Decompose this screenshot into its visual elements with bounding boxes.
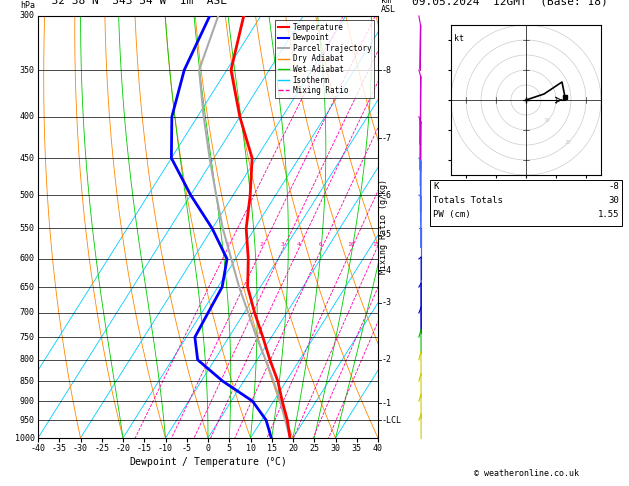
Text: 350: 350 <box>20 66 35 74</box>
Text: 30: 30 <box>608 196 619 205</box>
Text: 10: 10 <box>347 242 355 247</box>
Text: -5: -5 <box>381 230 391 239</box>
Text: Totals Totals: Totals Totals <box>433 196 503 205</box>
Text: -LCL: -LCL <box>381 416 401 425</box>
Text: 400: 400 <box>20 112 35 122</box>
Text: 1.55: 1.55 <box>598 210 619 219</box>
Text: 850: 850 <box>20 377 35 385</box>
Text: 750: 750 <box>20 332 35 342</box>
Text: -2: -2 <box>381 355 391 364</box>
Text: -8: -8 <box>381 66 391 74</box>
Text: 550: 550 <box>20 224 35 233</box>
Text: -8: -8 <box>608 182 619 191</box>
Text: 1: 1 <box>225 242 229 247</box>
Text: 10: 10 <box>543 119 550 123</box>
Text: kt: kt <box>454 34 464 43</box>
Text: 20: 20 <box>565 139 571 144</box>
Text: 600: 600 <box>20 255 35 263</box>
Text: 500: 500 <box>20 191 35 200</box>
Text: -6: -6 <box>381 191 391 200</box>
Text: 950: 950 <box>20 416 35 425</box>
Text: 15: 15 <box>372 242 380 247</box>
Text: 300: 300 <box>20 12 35 20</box>
Text: K: K <box>433 182 438 191</box>
Text: km
ASL: km ASL <box>381 0 396 14</box>
Text: 32°38'N  343°54'W  1m  ASL: 32°38'N 343°54'W 1m ASL <box>38 0 227 6</box>
Text: 450: 450 <box>20 154 35 163</box>
Text: PW (cm): PW (cm) <box>433 210 470 219</box>
Text: 09.05.2024  12GMT  (Base: 18): 09.05.2024 12GMT (Base: 18) <box>412 0 608 6</box>
Text: hPa: hPa <box>20 1 35 10</box>
Legend: Temperature, Dewpoint, Parcel Trajectory, Dry Adiabat, Wet Adiabat, Isotherm, Mi: Temperature, Dewpoint, Parcel Trajectory… <box>275 20 374 98</box>
X-axis label: Dewpoint / Temperature ($\degree$C): Dewpoint / Temperature ($\degree$C) <box>130 455 287 469</box>
Text: 650: 650 <box>20 282 35 292</box>
Text: -1: -1 <box>381 399 391 408</box>
Text: 1000: 1000 <box>15 434 35 442</box>
Text: Mixing Ratio (g/kg): Mixing Ratio (g/kg) <box>379 179 389 275</box>
Text: 3: 3 <box>281 242 284 247</box>
Text: 4: 4 <box>296 242 300 247</box>
Text: 2: 2 <box>259 242 263 247</box>
Text: -4: -4 <box>381 266 391 275</box>
Text: © weatheronline.co.uk: © weatheronline.co.uk <box>474 469 579 478</box>
Text: -7: -7 <box>381 134 391 142</box>
Text: -3: -3 <box>381 298 391 307</box>
Text: 700: 700 <box>20 309 35 317</box>
Text: 800: 800 <box>20 355 35 364</box>
Text: 900: 900 <box>20 397 35 406</box>
Text: 6: 6 <box>319 242 323 247</box>
